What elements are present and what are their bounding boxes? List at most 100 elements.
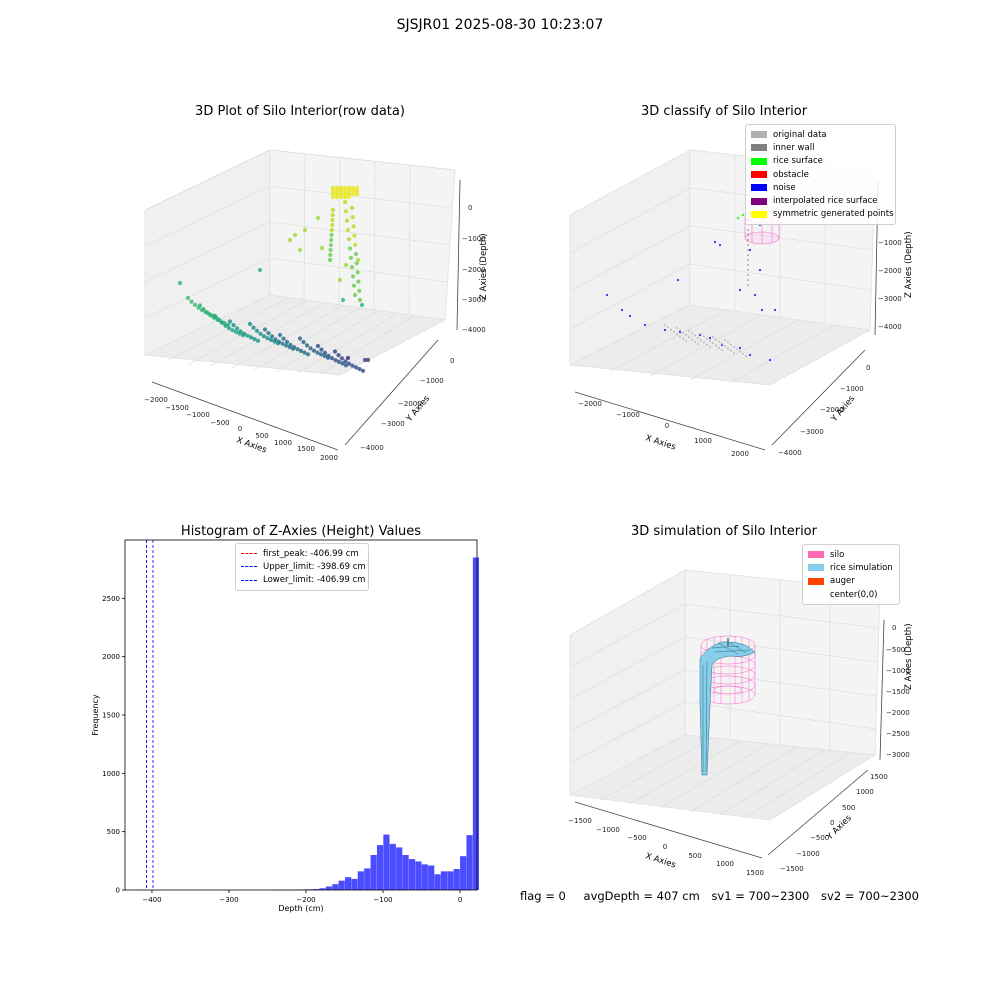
figure-suptitle: SJSJR01 2025-08-30 10:23:07 <box>396 17 604 33</box>
plot1-3d-axes[interactable]: −2000 −1500 −1000 −500 0 500 1000 1500 2… <box>0 120 500 480</box>
legend-swatch <box>751 184 767 192</box>
histogram-vlines <box>146 540 154 890</box>
plot2-legend: original data inner wall rice surface ob… <box>745 124 896 226</box>
legend-dash-icon <box>241 579 257 581</box>
plot1-point <box>343 262 349 268</box>
tick-label: −1000 <box>420 377 444 385</box>
plot2-point <box>747 244 749 246</box>
plot1-points <box>177 185 371 373</box>
plot1-point <box>254 328 260 333</box>
tick-label: −2000 <box>820 406 844 414</box>
tick-label: 1000 <box>716 860 734 868</box>
histogram-ytick-label: 500 <box>107 828 120 836</box>
plot1-point <box>301 340 306 345</box>
plot1-point <box>241 331 247 336</box>
legend-swatch <box>751 131 767 139</box>
plot2-point <box>667 326 669 329</box>
plot2-point <box>703 335 705 338</box>
plot1-point <box>297 247 303 253</box>
plot2-point <box>682 331 684 334</box>
plot1-point <box>208 313 213 318</box>
plot1-point <box>262 327 268 332</box>
histogram-bar <box>332 884 339 890</box>
plot1-point <box>291 345 297 350</box>
histogram-xtick-label: −100 <box>373 896 392 904</box>
plot1-point <box>351 283 357 288</box>
status-sv1: sv1 = 700~2300 <box>711 889 810 903</box>
plot2-point <box>712 342 714 345</box>
plot1-point <box>342 185 348 191</box>
histogram-bar <box>472 557 480 890</box>
plot1-point <box>330 185 336 191</box>
plot1-point <box>362 357 368 363</box>
plot2-point <box>768 358 772 362</box>
plot4-3d-axes[interactable]: −1500 −1000 −500 0 500 1000 1500 X Axies… <box>500 540 1000 880</box>
plot1-point <box>355 257 361 263</box>
legend-swatch <box>751 197 767 205</box>
plot2-point <box>691 332 693 335</box>
plot2-point <box>685 333 687 336</box>
plot1-zlabel: Z Axies (Depth) <box>479 233 489 300</box>
plot2-point <box>697 336 699 339</box>
plot1-point <box>281 336 286 341</box>
legend-item-silo: silo <box>808 548 894 561</box>
plot1-point <box>340 361 345 366</box>
plot2-point <box>741 213 745 217</box>
plot2-point <box>643 323 647 327</box>
plot1-point <box>284 339 290 344</box>
plot1-point <box>308 346 313 351</box>
tick-label: −1000 <box>840 385 864 393</box>
plot1-point <box>350 185 356 191</box>
plot2-point <box>730 343 732 346</box>
plot1-point <box>353 251 359 257</box>
plot1-point <box>204 310 210 315</box>
tick-label: 0 <box>866 364 870 372</box>
plot1-point <box>328 247 333 253</box>
plot2-point <box>727 347 729 350</box>
plot2-point <box>685 340 687 343</box>
plot1-point <box>353 242 358 247</box>
plot1-point <box>328 252 333 258</box>
plot1-point <box>348 255 354 260</box>
plot2-point <box>736 216 740 220</box>
tick-label: −500 <box>210 419 229 427</box>
plot1-point <box>219 320 225 325</box>
tick-label: 0 <box>665 422 669 430</box>
plot2-point <box>708 336 712 340</box>
legend-swatch <box>808 564 824 572</box>
plot1-point <box>269 334 275 339</box>
histogram-ytick-label: 2500 <box>102 595 120 603</box>
plot1-point <box>283 343 289 348</box>
plot1-point <box>212 313 218 319</box>
plot2-point <box>753 293 757 297</box>
plot2-point <box>727 341 729 344</box>
plot1-point <box>287 237 293 243</box>
plot1-point <box>231 323 236 328</box>
plot2-point <box>682 337 684 340</box>
plot2-point <box>738 288 742 292</box>
plot2-point <box>676 278 680 282</box>
histogram-bar <box>389 843 396 890</box>
plot1-title: 3D Plot of Silo Interior(row data) <box>195 104 405 119</box>
plot2-xlabel: X Axies <box>644 433 677 452</box>
plot2-point <box>748 248 752 252</box>
plot2-point <box>605 293 609 297</box>
plot1-point <box>295 347 300 352</box>
plot2-point <box>773 308 777 312</box>
histogram-xtick-label: −300 <box>219 896 238 904</box>
plot1-point <box>288 342 293 347</box>
plot2-point <box>709 346 711 349</box>
tick-label: −1000 <box>186 411 210 419</box>
tick-label: 2000 <box>731 450 749 458</box>
plot1-point <box>329 232 334 238</box>
plot1-point <box>357 366 362 372</box>
plot1-point <box>338 188 344 194</box>
histogram-bar <box>376 845 384 890</box>
histogram-yticks: 0 500 1000 1500 2000 2500 <box>102 595 125 895</box>
plot1-point <box>357 297 363 303</box>
plot1-point <box>330 217 335 223</box>
plot1-point <box>347 246 353 251</box>
legend-swatch <box>808 577 824 585</box>
plot1-xticks: −2000 −1500 −1000 −500 0 500 1000 1500 2… <box>144 396 338 462</box>
histogram-chart[interactable]: −400 −300 −200 −100 0 0 500 1000 1500 2000 2500 D… <box>80 530 490 920</box>
